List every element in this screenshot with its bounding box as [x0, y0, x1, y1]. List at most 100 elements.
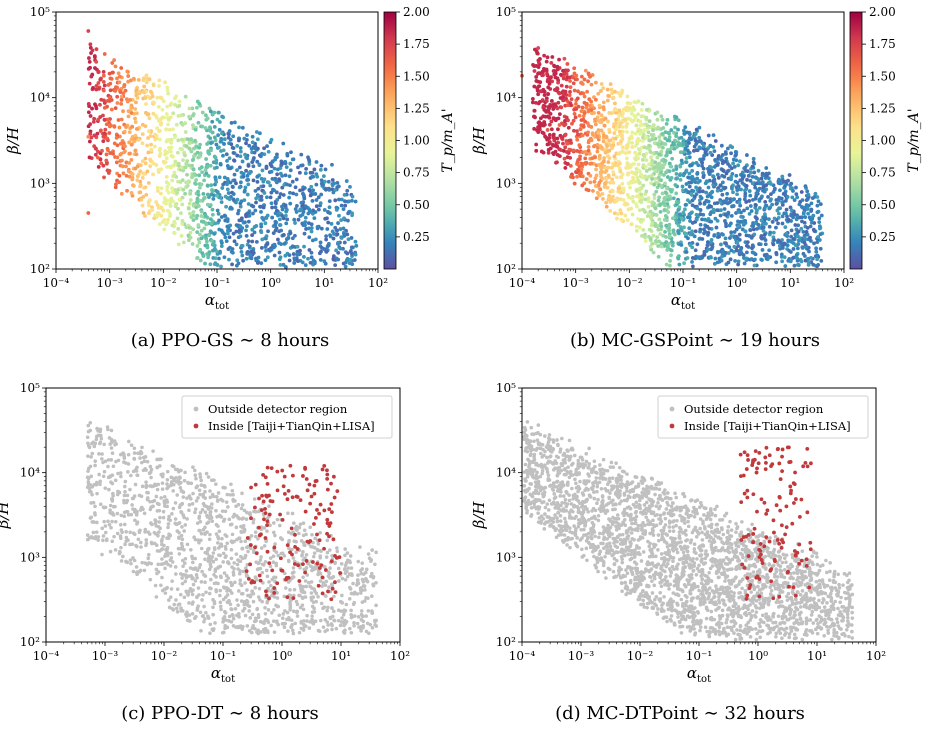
data-point	[213, 177, 218, 182]
data-point	[236, 211, 240, 216]
data-point	[187, 225, 192, 230]
data-point	[106, 171, 111, 175]
data-point	[119, 101, 124, 106]
data-point-outside	[347, 596, 352, 601]
data-point	[247, 213, 252, 218]
data-point	[721, 232, 725, 237]
data-point-outside	[91, 530, 96, 535]
data-point	[594, 173, 599, 178]
data-point	[252, 230, 257, 235]
data-point	[234, 200, 238, 205]
data-point	[173, 135, 178, 139]
data-point	[203, 168, 208, 173]
data-point	[760, 194, 764, 199]
data-point	[712, 233, 717, 238]
data-point	[168, 204, 173, 208]
data-point	[255, 179, 260, 184]
data-point	[649, 247, 654, 252]
data-point	[555, 144, 560, 149]
data-point	[124, 125, 128, 130]
data-point	[303, 204, 308, 209]
data-point-outside	[93, 463, 97, 468]
data-point	[743, 191, 748, 196]
data-point-outside	[197, 488, 202, 493]
data-point	[269, 201, 274, 206]
data-point	[181, 158, 185, 163]
data-point	[730, 197, 735, 202]
data-point	[226, 225, 231, 230]
data-point-outside	[286, 511, 290, 516]
data-point-outside	[198, 510, 203, 515]
data-point	[117, 125, 122, 130]
data-point	[238, 224, 243, 228]
data-point	[133, 107, 138, 111]
data-point	[641, 153, 646, 157]
data-point	[647, 234, 651, 239]
data-point	[756, 168, 761, 173]
data-point-outside	[203, 510, 208, 514]
data-point	[593, 80, 598, 85]
data-point	[676, 200, 681, 205]
data-point	[220, 114, 225, 119]
data-point-outside	[298, 522, 303, 527]
data-point	[729, 174, 734, 179]
data-point	[121, 141, 126, 146]
data-point	[330, 178, 335, 182]
data-point-outside	[199, 538, 203, 543]
data-point	[152, 216, 157, 221]
data-point	[716, 231, 721, 236]
data-point	[177, 99, 182, 104]
points-layer	[520, 46, 825, 269]
data-point	[556, 127, 560, 132]
data-point	[647, 167, 652, 172]
data-point	[325, 227, 330, 231]
data-point	[643, 197, 648, 202]
data-point	[149, 142, 153, 147]
data-point	[757, 199, 762, 203]
data-point	[559, 105, 564, 110]
data-point-outside	[365, 621, 370, 626]
data-point-outside	[240, 491, 244, 496]
data-point	[163, 80, 167, 85]
data-point	[712, 261, 717, 266]
data-point	[582, 94, 587, 99]
data-point	[693, 229, 698, 234]
data-point-outside	[364, 614, 368, 618]
data-point	[258, 131, 262, 136]
data-point	[610, 189, 615, 194]
data-point-outside	[294, 539, 298, 544]
data-point	[95, 131, 100, 136]
data-point	[537, 84, 542, 88]
data-point	[589, 138, 594, 143]
data-point-outside	[328, 566, 332, 570]
data-point	[656, 227, 661, 232]
data-point	[709, 255, 713, 260]
data-point	[547, 140, 552, 144]
x-axis-label: αtot	[671, 291, 695, 310]
data-point-outside	[143, 561, 148, 565]
data-point	[544, 59, 549, 64]
data-point	[274, 208, 279, 213]
data-point	[96, 165, 101, 169]
data-point	[262, 177, 267, 182]
data-point-outside	[282, 571, 287, 576]
data-point-outside	[169, 587, 174, 591]
data-point	[189, 215, 194, 220]
data-point	[562, 98, 566, 103]
data-point	[266, 180, 271, 185]
data-point	[251, 204, 256, 209]
data-point	[694, 127, 699, 132]
data-point	[674, 134, 679, 139]
data-point	[556, 100, 561, 105]
data-point	[652, 196, 657, 201]
data-point	[263, 221, 268, 226]
data-point	[287, 195, 292, 200]
data-point	[667, 234, 672, 239]
data-point	[310, 238, 315, 243]
data-point	[723, 219, 727, 223]
data-point	[338, 246, 343, 251]
data-point	[577, 113, 582, 118]
data-point	[766, 195, 770, 199]
data-point	[690, 203, 695, 208]
data-point	[696, 139, 701, 144]
